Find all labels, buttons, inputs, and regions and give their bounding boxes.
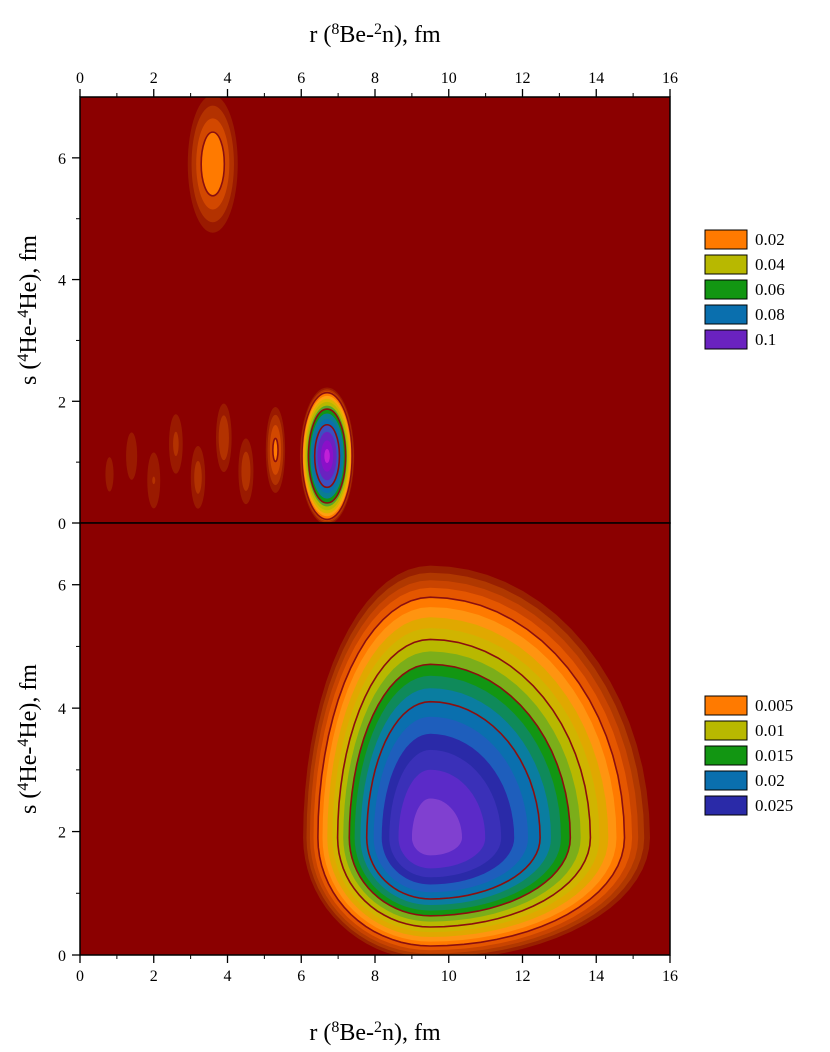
legends-layer: 0.02 0.04 0.06 0.08 0.1 0.005 0.01 0.015 0.02 0.0… [704, 229, 793, 816]
x-tick-label: 2 [150, 968, 158, 985]
x-tick-label: 6 [297, 968, 305, 985]
x-tick-label: 10 [441, 968, 457, 985]
y-axis-title: s (4He-4He), fm [15, 664, 43, 814]
contour-line [200, 131, 226, 197]
bottom-contour-panel [79, 522, 671, 956]
legend-swatch [704, 329, 748, 350]
x-tick-label: 0 [76, 968, 84, 985]
legend-swatch [704, 695, 748, 716]
y-axis-title: s (4He-4He), fm [15, 235, 43, 385]
x-tick-label: 0 [76, 70, 84, 87]
x-axis-title-bottom: r (8Be-2n), fm [309, 1019, 441, 1047]
x-tick-label: 8 [371, 968, 379, 985]
legend-label: 0.015 [755, 746, 793, 765]
contour-band [201, 132, 225, 196]
contour-band [241, 451, 251, 491]
legend-label: 0.04 [755, 255, 785, 274]
legend-swatch [704, 720, 748, 741]
legend-label: 0.005 [755, 696, 793, 715]
x-tick-label: 16 [662, 968, 678, 985]
x-tick-label: 10 [441, 70, 457, 87]
contour-line [313, 423, 341, 489]
contour-band [324, 449, 330, 464]
contour-line [301, 391, 353, 521]
x-tick-label: 16 [662, 70, 678, 87]
y-tick-label: 0 [58, 948, 66, 965]
contour-band [412, 798, 462, 856]
contour-band [173, 431, 179, 457]
x-tick-label: 4 [224, 70, 232, 87]
contour-line [307, 408, 347, 504]
y-tick-label: 6 [58, 151, 66, 168]
contour-line [365, 700, 541, 900]
contour-line [336, 638, 592, 928]
contour-band [218, 415, 229, 461]
y-tick-label: 4 [58, 701, 66, 718]
contour-line [348, 663, 572, 917]
legend-swatch [704, 795, 748, 816]
legend-label: 0.1 [755, 330, 776, 349]
x-tick-label: 8 [371, 70, 379, 87]
contour-band [272, 438, 279, 462]
legend-label: 0.02 [755, 771, 785, 790]
plot-background [80, 97, 670, 523]
x-tick-label: 14 [588, 968, 604, 985]
legend-label: 0.08 [755, 305, 785, 324]
legend-swatch [704, 770, 748, 791]
contour-line [317, 596, 626, 947]
axes-layer: 0 2 4 6 8 10 12 14 16 0 2 4 6 r (8Be-2n), fm s (4He-4H… [15, 21, 679, 1047]
legend-swatch [704, 254, 748, 275]
contour-line [272, 437, 279, 463]
legend-label: 0.01 [755, 721, 785, 740]
contour-band [194, 460, 202, 494]
y-tick-label: 6 [58, 578, 66, 595]
x-tick-label: 12 [515, 70, 531, 87]
y-tick-label: 2 [58, 394, 66, 411]
x-tick-label: 12 [515, 968, 531, 985]
contour-band [126, 432, 138, 480]
legend-label: 0.025 [755, 796, 793, 815]
y-tick-label: 0 [58, 516, 66, 533]
top-contour-panel [79, 96, 671, 524]
legend-swatch [704, 304, 748, 325]
legend-swatch [704, 279, 748, 300]
legend-label: 0.02 [755, 230, 785, 249]
x-tick-label: 6 [297, 70, 305, 87]
contour-band [105, 457, 114, 492]
y-tick-label: 2 [58, 825, 66, 842]
x-axis-title-top: r (8Be-2n), fm [309, 21, 441, 49]
x-tick-label: 2 [150, 70, 158, 87]
contour-band [152, 476, 156, 485]
legend-label: 0.06 [755, 280, 785, 299]
legend-swatch [704, 745, 748, 766]
x-tick-label: 4 [224, 968, 232, 985]
legend-swatch [704, 229, 748, 250]
y-tick-label: 4 [58, 273, 66, 290]
x-tick-label: 14 [588, 70, 604, 87]
